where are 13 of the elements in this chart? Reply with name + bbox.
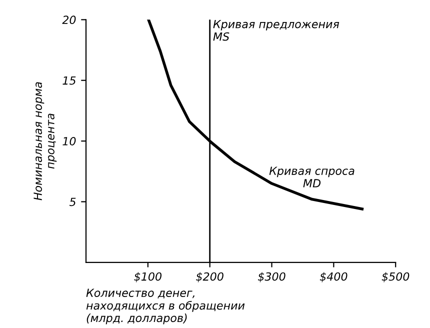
series-label: Кривая спроса MD bbox=[269, 166, 354, 188]
x-tick-label: $100 bbox=[134, 272, 162, 282]
x-tick-label: $500 bbox=[382, 272, 410, 282]
x-tick-label: $400 bbox=[320, 272, 348, 282]
y-tick-label: 10 bbox=[62, 137, 76, 146]
ref-line-label: Кривая предложения MS bbox=[213, 20, 340, 41]
y-tick-label: 5 bbox=[69, 198, 76, 206]
y-tick-label: 15 bbox=[62, 76, 76, 85]
x-tick-label: $300 bbox=[258, 272, 286, 282]
x-axis-title: Количество денег, находящихся в обращении (млрд. долларов) bbox=[86, 288, 245, 324]
y-axis-title: Номинальная норма процента bbox=[34, 82, 57, 200]
y-tick-label: 20 bbox=[62, 16, 76, 24]
x-tick-label: $200 bbox=[196, 272, 224, 282]
